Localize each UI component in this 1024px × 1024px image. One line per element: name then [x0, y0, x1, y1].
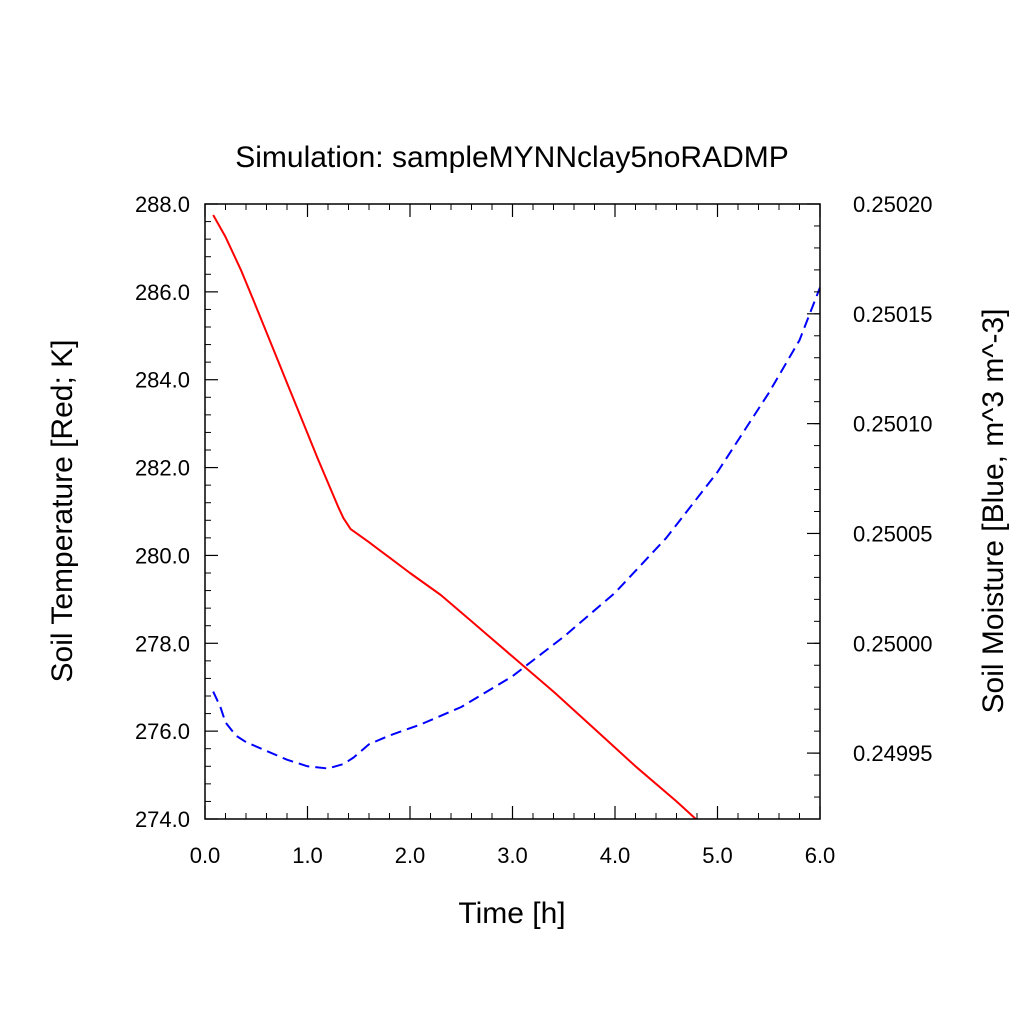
- x-axis: 0.0 1.0 2.0 3.0 4.0 5.0 6.0: [190, 204, 836, 868]
- y-tick-label: 282.0: [135, 456, 190, 481]
- y2-tick-label: 0.25005: [853, 521, 933, 546]
- y2-tick-label: 0.25015: [853, 302, 933, 327]
- y2-tick-label: 0.25020: [853, 192, 933, 217]
- soil-temperature-line: [212, 214, 698, 819]
- plot-area: [212, 214, 820, 819]
- x-tick-label: 3.0: [497, 843, 528, 868]
- y2-tick-label: 0.24995: [853, 741, 933, 766]
- y-tick-label: 276.0: [135, 719, 190, 744]
- y2-tick-label: 0.25000: [853, 631, 933, 656]
- chart-title: Simulation: sampleMYNNclay5noRADMP: [235, 141, 789, 174]
- y-tick-label: 280.0: [135, 543, 190, 568]
- y-tick-label: 288.0: [135, 192, 190, 217]
- plot-frame: [204, 203, 821, 820]
- y-tick-label: 286.0: [135, 280, 190, 305]
- y-axis-left: 274.0 276.0 278.0 280.0 282.0 284.0 286.0 288.0: [135, 192, 218, 832]
- x-tick-label: 5.0: [702, 843, 733, 868]
- x-tick-label: 4.0: [600, 843, 631, 868]
- x-tick-label: 6.0: [805, 843, 836, 868]
- y-tick-label: 284.0: [135, 368, 190, 393]
- x-tick-label: 2.0: [395, 843, 426, 868]
- soil-moisture-line: [212, 287, 820, 770]
- x-tick-label: 1.0: [292, 843, 323, 868]
- y2-axis-title: Soil Moisture [Blue, m^3 m^-3]: [977, 309, 1010, 714]
- y-axis-right: 0.24995 0.25000 0.25005 0.25010 0.25015 0.250…: [807, 192, 933, 820]
- y-tick-label: 274.0: [135, 807, 190, 832]
- y-tick-label: 278.0: [135, 631, 190, 656]
- y-axis-title: Soil Temperature [Red; K]: [46, 340, 79, 683]
- x-axis-title: Time [h]: [458, 897, 565, 930]
- y2-tick-label: 0.25010: [853, 412, 933, 437]
- x-tick-label: 0.0: [190, 843, 221, 868]
